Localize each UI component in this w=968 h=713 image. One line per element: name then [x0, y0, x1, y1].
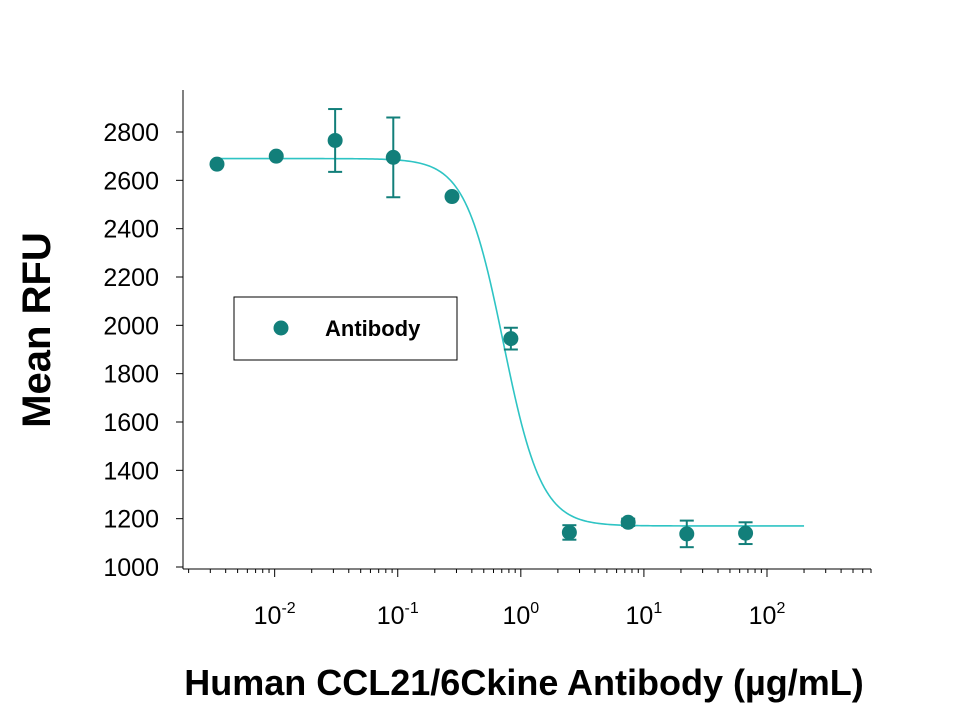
data-point	[444, 189, 460, 205]
y-tick-label: 1800	[103, 361, 159, 389]
y-tick-label: 1000	[103, 554, 159, 582]
x-tick-label: 102	[749, 600, 786, 630]
x-tick-label: 101	[626, 600, 663, 630]
data-point	[738, 525, 754, 541]
data-point	[679, 526, 695, 542]
fit-curve	[217, 157, 805, 527]
data-point	[209, 156, 225, 172]
y-tick-label: 1400	[103, 457, 159, 485]
legend: Antibody	[233, 296, 458, 361]
legend-marker	[273, 320, 289, 336]
data-point	[620, 514, 636, 530]
y-axis-title: Mean RFU	[15, 232, 59, 428]
data-point	[561, 524, 577, 540]
y-tick-label: 1600	[103, 409, 159, 437]
y-tick-label: 2600	[103, 167, 159, 195]
y-tick-label: 2400	[103, 216, 159, 244]
data-point	[503, 331, 519, 347]
data-point	[385, 149, 401, 165]
y-tick-label: 2000	[103, 312, 159, 340]
x-axis-title: Human CCL21/6Ckine Antibody (µg/mL)	[184, 662, 863, 703]
y-tick-label: 1200	[103, 506, 159, 534]
legend-box	[233, 296, 458, 361]
x-tick-label: 10-1	[377, 600, 419, 630]
axes: 1000 1200 1400 1600 1800 2000 2200 2400 2600 2800…	[103, 90, 872, 630]
x-tick-label: 10-2	[254, 600, 296, 630]
data-points-layer	[209, 108, 754, 549]
legend-label: Antibody	[325, 316, 421, 341]
data-point	[268, 148, 284, 164]
fit-curve-layer	[217, 157, 805, 527]
data-point	[327, 132, 343, 148]
y-tick-label: 2800	[103, 119, 159, 147]
x-tick-label: 100	[502, 600, 539, 630]
y-tick-label: 2200	[103, 264, 159, 292]
